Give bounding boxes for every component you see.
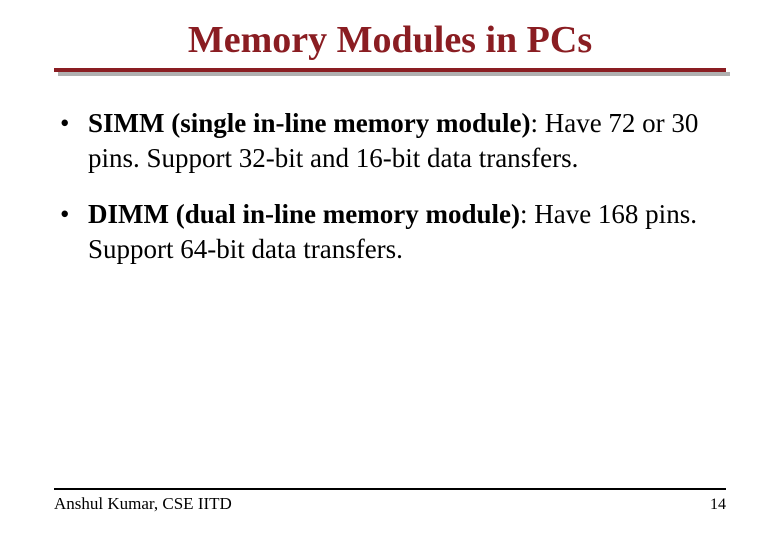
bullet-list: SIMM (single in-line memory module): Hav… — [54, 106, 726, 266]
footer-rule — [54, 488, 726, 490]
title-underline — [54, 68, 726, 76]
list-item: DIMM (dual in-line memory module): Have … — [88, 197, 726, 266]
footer: Anshul Kumar, CSE IITD 14 — [54, 488, 726, 514]
footer-row: Anshul Kumar, CSE IITD 14 — [54, 494, 726, 514]
bullet-bold: SIMM (single in-line memory module) — [88, 108, 530, 138]
slide: Memory Modules in PCs SIMM (single in-li… — [0, 0, 780, 540]
title-underline-shadow — [58, 72, 730, 76]
list-item: SIMM (single in-line memory module): Hav… — [88, 106, 726, 175]
bullet-bold: DIMM (dual in-line memory module) — [88, 199, 520, 229]
footer-author: Anshul Kumar, CSE IITD — [54, 494, 232, 514]
page-number: 14 — [710, 496, 726, 514]
slide-title: Memory Modules in PCs — [54, 18, 726, 62]
title-underline-main — [54, 68, 726, 72]
